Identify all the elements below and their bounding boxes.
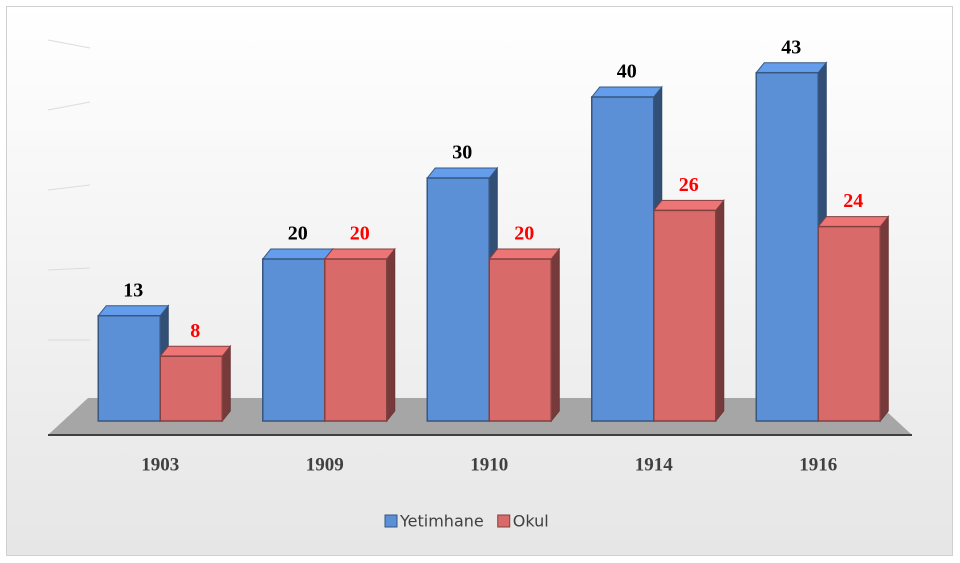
x-tick-label: 1910: [470, 454, 508, 475]
back-grid: [47, 39, 91, 341]
bar: [159, 355, 223, 422]
data-label: 20: [350, 223, 370, 245]
x-tick-label: 1914: [635, 454, 674, 475]
bar-side: [879, 215, 889, 423]
bar-top: [817, 216, 890, 228]
data-label: 30: [452, 142, 472, 164]
x-tick-label: 1916: [799, 454, 837, 475]
bar: [488, 258, 552, 422]
legend-swatch: [384, 514, 398, 528]
legend-label: Okul: [513, 512, 549, 531]
bar-side: [715, 198, 725, 423]
bar: [97, 314, 161, 422]
bar-side: [221, 344, 231, 423]
legend-swatch: [497, 514, 511, 528]
bar-side: [550, 247, 560, 423]
data-label: 20: [288, 223, 308, 245]
data-label: 43: [781, 36, 801, 58]
data-label: 40: [617, 61, 637, 83]
x-tick-label: 1903: [141, 454, 179, 475]
data-label: 13: [123, 279, 143, 301]
legend-label: Yetimhane: [399, 512, 484, 531]
bar: [653, 209, 717, 422]
bar: [262, 258, 326, 422]
bar: [324, 258, 388, 422]
data-label: 8: [190, 320, 200, 342]
bar-top: [652, 199, 725, 211]
bar: [426, 177, 490, 422]
bar-top: [261, 248, 334, 260]
x-tick-label: 1909: [306, 454, 344, 475]
data-label: 26: [679, 174, 699, 196]
data-label: 20: [514, 223, 534, 245]
bar-top: [755, 62, 828, 74]
data-label: 24: [843, 190, 863, 212]
bar-top: [97, 305, 170, 317]
bar-top: [590, 86, 663, 98]
bar-top: [323, 248, 396, 260]
bar-top: [426, 167, 499, 179]
bar-side: [386, 247, 396, 423]
bar: [817, 225, 881, 422]
bar: [591, 96, 655, 422]
bar-top: [488, 248, 561, 260]
bar: [755, 71, 819, 422]
bar-top: [159, 345, 232, 357]
